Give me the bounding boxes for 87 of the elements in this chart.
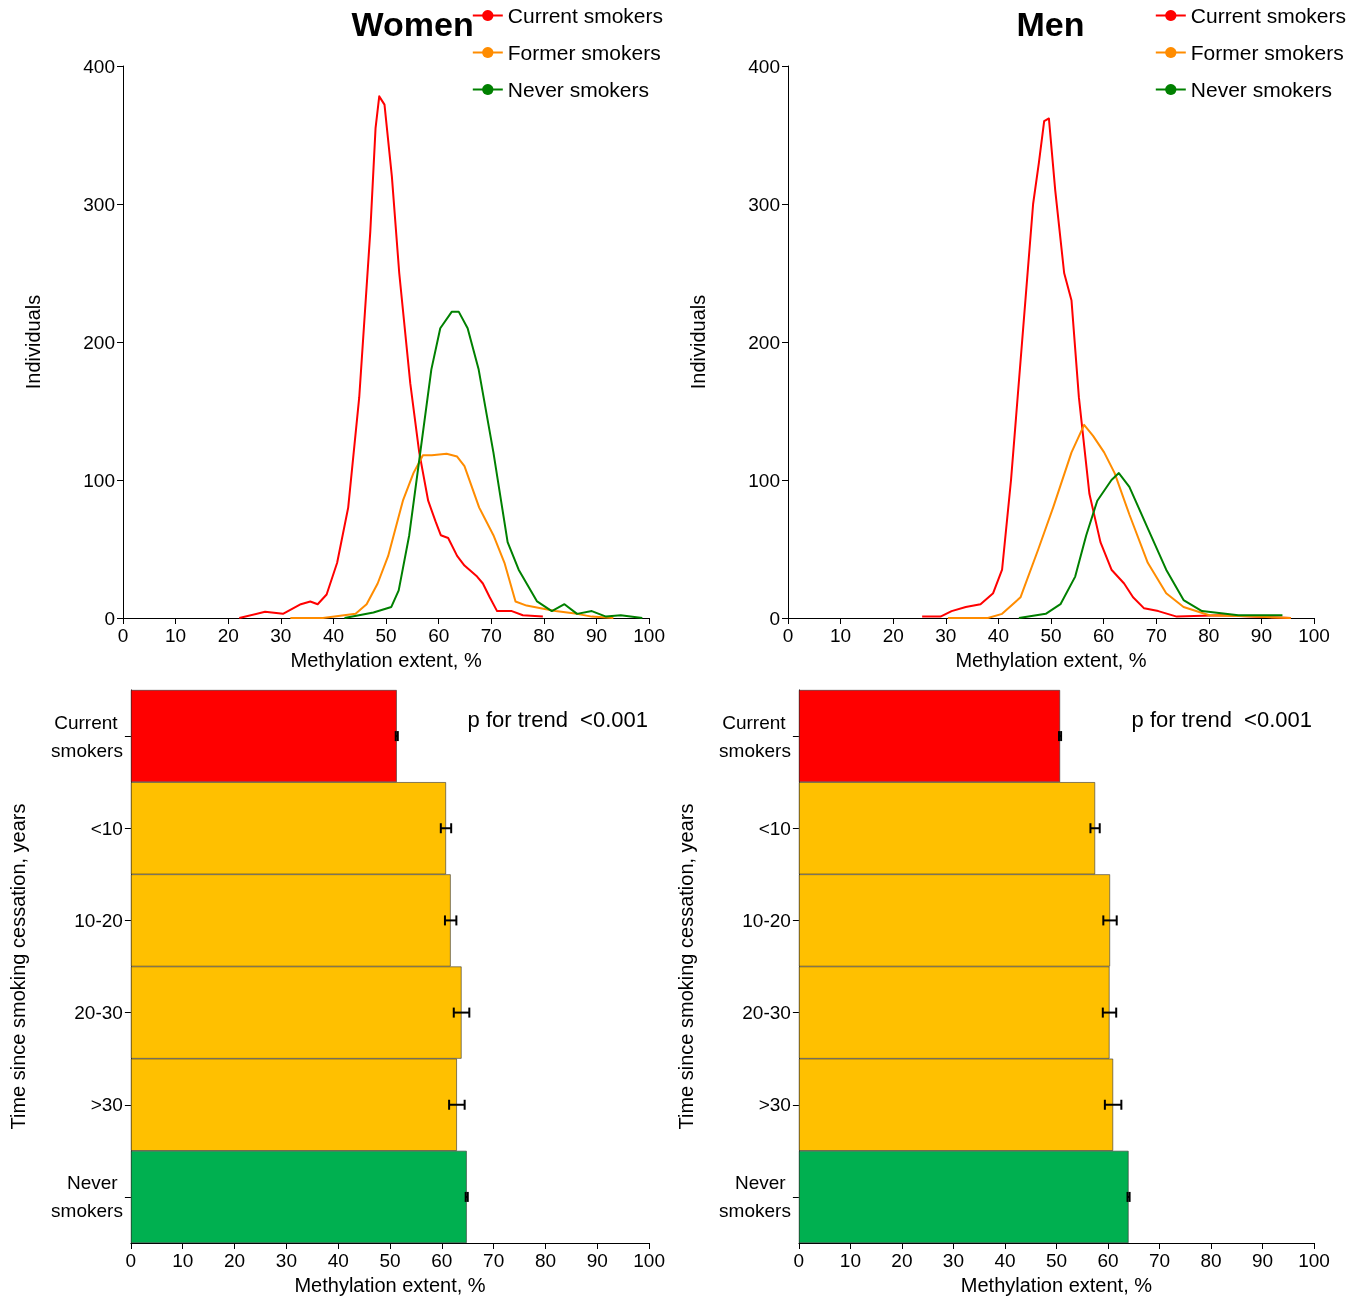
y-tick-label: 100	[83, 469, 115, 491]
y-tick-label: 100	[748, 469, 780, 491]
line-series	[289, 452, 615, 619]
y-tick-label: 10-20	[742, 909, 791, 931]
line-series	[946, 423, 1292, 619]
x-axis-title: Methylation extent, %	[290, 648, 482, 671]
x-tick-label: 100	[633, 1250, 665, 1271]
legend-label: Never smokers	[1190, 78, 1332, 101]
y-tick-label: Never smokers	[51, 1172, 123, 1222]
x-tick-label: 80	[1200, 1250, 1222, 1271]
y-tick-label: 300	[748, 193, 780, 215]
x-tick-label: 10	[830, 625, 852, 646]
x-tick-label: 70	[1145, 625, 1167, 646]
x-axis-title: Methylation extent, %	[955, 648, 1147, 671]
line-series	[238, 95, 544, 619]
x-tick-label: 60	[1093, 625, 1115, 646]
y-tick-label: 0	[104, 607, 115, 629]
y-tick-label: <10	[90, 817, 123, 839]
line-series	[343, 310, 644, 619]
x-tick-label: 90	[1250, 625, 1272, 646]
legend-label: Former smokers	[507, 41, 661, 64]
x-tick-label: 90	[585, 625, 608, 646]
y-axis-title: Time since smoking cessation, years	[7, 803, 29, 1130]
x-tick-label: 70	[483, 1250, 505, 1271]
y-tick-label: >30	[90, 1094, 123, 1116]
x-tick-label: 40	[327, 1250, 349, 1271]
y-tick-label: 10-20	[74, 909, 123, 931]
x-axis-title: Methylation extent, %	[294, 1273, 486, 1296]
y-tick-label: Current smokers	[51, 711, 123, 761]
chart-title: Women	[351, 5, 474, 43]
annotation: p for trend <0.001	[1131, 706, 1312, 732]
x-tick-label: 10	[839, 1250, 861, 1271]
x-tick-label: 80	[534, 1250, 557, 1271]
x-tick-label: 10	[165, 625, 187, 646]
x-axis-title: Methylation extent, %	[960, 1273, 1153, 1296]
y-tick-label: 20-30	[74, 1002, 123, 1024]
line-series	[1017, 472, 1284, 619]
x-tick-label: 30	[935, 625, 957, 646]
x-tick-label: 20	[891, 1250, 913, 1271]
y-tick-label: >30	[758, 1094, 791, 1116]
y-tick-label: Never smokers	[719, 1172, 791, 1222]
y-tick-label: <10	[758, 817, 791, 839]
y-tick-label: 20-30	[742, 1002, 791, 1024]
x-tick-label: 50	[1045, 1250, 1068, 1271]
y-axis-title: Time since smoking cessation, years	[675, 803, 697, 1130]
annotation: p for trend <0.001	[467, 706, 648, 732]
chart-title: Men	[1016, 5, 1085, 43]
y-axis-title: Individuals	[22, 294, 44, 390]
legend-label: Current smokers	[1190, 4, 1346, 27]
x-tick-label: 30	[270, 625, 292, 646]
x-tick-label: 40	[987, 625, 1009, 646]
y-axis-title: Individuals	[687, 294, 709, 390]
x-tick-label: 70	[1148, 1250, 1171, 1271]
x-tick-label: 70	[480, 625, 502, 646]
x-tick-label: 30	[275, 1250, 297, 1271]
x-tick-label: 30	[942, 1250, 964, 1271]
x-tick-label: 0	[125, 1250, 137, 1271]
y-tick-label: 0	[769, 607, 780, 629]
legend-label: Former smokers	[1190, 41, 1344, 64]
x-tick-label: 20	[223, 1250, 246, 1271]
legend-label: Never smokers	[507, 78, 649, 101]
x-tick-label: 50	[375, 625, 397, 646]
x-tick-label: 50	[379, 1250, 401, 1271]
x-tick-label: 10	[172, 1250, 194, 1271]
x-tick-label: 0	[793, 1250, 805, 1271]
x-tick-label: 80	[533, 625, 555, 646]
x-tick-label: 20	[217, 625, 239, 646]
y-tick-label: 200	[748, 331, 780, 353]
x-tick-label: 100	[1298, 1250, 1330, 1271]
y-tick-label: 400	[83, 55, 115, 77]
x-tick-label: 100	[1298, 625, 1330, 646]
x-tick-label: 60	[431, 1250, 453, 1271]
x-tick-label: 90	[1251, 1250, 1274, 1271]
x-tick-label: 60	[428, 625, 450, 646]
x-tick-label: 90	[586, 1250, 608, 1271]
x-tick-label: 40	[994, 1250, 1016, 1271]
x-tick-label: 50	[1040, 625, 1062, 646]
y-tick-label: 200	[83, 331, 115, 353]
x-tick-label: 100	[633, 625, 665, 646]
y-tick-label: 300	[83, 193, 115, 215]
x-tick-label: 40	[322, 625, 345, 646]
x-tick-label: 20	[882, 625, 904, 646]
y-tick-label: Current smokers	[719, 711, 791, 761]
x-tick-label: 60	[1097, 1250, 1119, 1271]
x-tick-label: 80	[1198, 625, 1220, 646]
legend-label: Current smokers	[507, 4, 663, 27]
y-tick-label: 400	[748, 55, 780, 77]
